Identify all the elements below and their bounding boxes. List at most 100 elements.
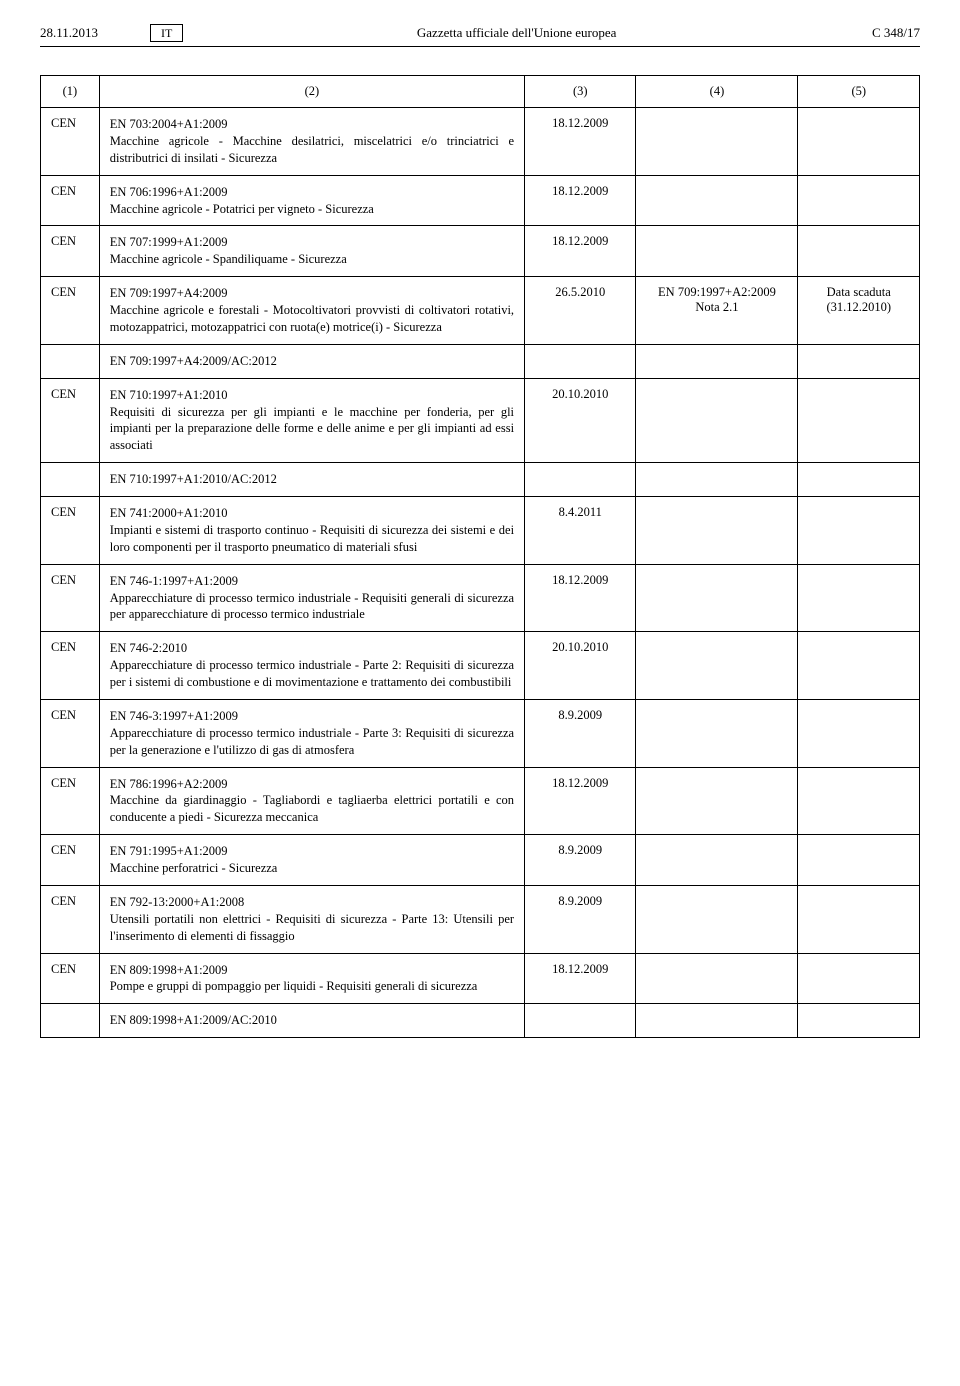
cell-c3: 20.10.2010 [525, 632, 636, 700]
standard-desc: Macchine agricole - Macchine desilatrici… [110, 133, 514, 167]
cell-org: CEN [41, 564, 100, 632]
cell-standard: EN 809:1998+A1:2009Pompe e gruppi di pom… [99, 953, 524, 1004]
cell-c3: 18.12.2009 [525, 108, 636, 176]
cell-org: CEN [41, 767, 100, 835]
standard-desc: Macchine perforatrici - Sicurezza [110, 860, 514, 877]
cell-org: CEN [41, 699, 100, 767]
table-sub-row: EN 709:1997+A4:2009/AC:2012 [41, 344, 920, 378]
cell-org: CEN [41, 835, 100, 886]
cell-org [41, 1004, 100, 1038]
standard-code: EN 706:1996+A1:2009 [110, 184, 514, 201]
cell-c3: 8.4.2011 [525, 497, 636, 565]
table-row: CEN EN 786:1996+A2:2009Macchine da giardi… [41, 767, 920, 835]
cell-org: CEN [41, 953, 100, 1004]
cell-standard: EN 746-2:2010Apparecchiature di processo… [99, 632, 524, 700]
cell-org: CEN [41, 175, 100, 226]
cell-org: CEN [41, 277, 100, 345]
table-row: CENEN 746-1:1997+A1:2009Apparecchiature … [41, 564, 920, 632]
cell-c4 [636, 108, 798, 176]
col-header-2: (2) [99, 76, 524, 108]
standard-code: EN 703:2004+A1:2009 [110, 116, 514, 133]
cell-standard: EN 709:1997+A4:2009/AC:2012 [99, 344, 524, 378]
table-row: CEN EN 706:1996+A1:2009Macchine agricole … [41, 175, 920, 226]
standard-code: EN 746-1:1997+A1:2009 [110, 573, 514, 590]
standard-code: EN 792-13:2000+A1:2008 [110, 894, 514, 911]
cell-c4 [636, 767, 798, 835]
table-row: CENEN 707:1999+A1:2009Macchine agricole … [41, 226, 920, 277]
cell-c5 [798, 767, 920, 835]
cell-c5 [798, 175, 920, 226]
table-row: CENEN 710:1997+A1:2010Requisiti di sicur… [41, 378, 920, 463]
table-sub-row: EN 710:1997+A1:2010/AC:2012 [41, 463, 920, 497]
standard-code: EN 709:1997+A4:2009 [110, 285, 514, 302]
cell-c4 [636, 1004, 798, 1038]
cell-c4 [636, 835, 798, 886]
cell-org: CEN [41, 226, 100, 277]
cell-c5 [798, 564, 920, 632]
standard-code: EN 809:1998+A1:2009 [110, 962, 514, 979]
cell-c4: EN 709:1997+A2:2009Nota 2.1 [636, 277, 798, 345]
cell-c3: 18.12.2009 [525, 226, 636, 277]
header-lang: IT [150, 24, 183, 42]
cell-c5 [798, 108, 920, 176]
cell-c4 [636, 699, 798, 767]
cell-standard: EN 809:1998+A1:2009/AC:2010 [99, 1004, 524, 1038]
cell-c3: 18.12.2009 [525, 953, 636, 1004]
standard-code: EN 786:1996+A2:2009 [110, 776, 514, 793]
page-header: 28.11.2013 IT Gazzetta ufficiale dell'Un… [40, 24, 920, 47]
cell-c3 [525, 463, 636, 497]
header-title: Gazzetta ufficiale dell'Unione europea [203, 25, 830, 41]
header-page: C 348/17 [830, 25, 920, 41]
cell-standard: EN 746-3:1997+A1:2009Apparecchiature di … [99, 699, 524, 767]
cell-standard: EN 792-13:2000+A1:2008Utensili portatili… [99, 885, 524, 953]
cell-c3 [525, 1004, 636, 1038]
cell-c3: 20.10.2010 [525, 378, 636, 463]
cell-c5 [798, 1004, 920, 1038]
cell-c5 [798, 885, 920, 953]
cell-c4 [636, 378, 798, 463]
cell-standard: EN 709:1997+A4:2009Macchine agricole e f… [99, 277, 524, 345]
cell-c3: 8.9.2009 [525, 699, 636, 767]
cell-c3: 8.9.2009 [525, 835, 636, 886]
standard-desc: Apparecchiature di processo termico indu… [110, 657, 514, 691]
table-header-row: (1) (2) (3) (4) (5) [41, 76, 920, 108]
standard-desc: Pompe e gruppi di pompaggio per liquidi … [110, 978, 514, 995]
cell-org: CEN [41, 885, 100, 953]
cell-org [41, 344, 100, 378]
standard-code: EN 707:1999+A1:2009 [110, 234, 514, 251]
cell-c5 [798, 344, 920, 378]
col-header-4: (4) [636, 76, 798, 108]
cell-standard: EN 741:2000+A1:2010Impianti e sistemi di… [99, 497, 524, 565]
cell-org: CEN [41, 632, 100, 700]
col-header-1: (1) [41, 76, 100, 108]
cell-c5 [798, 953, 920, 1004]
cell-c5 [798, 835, 920, 886]
cell-c5 [798, 226, 920, 277]
cell-standard: EN 703:2004+A1:2009Macchine agricole - M… [99, 108, 524, 176]
cell-c3: 18.12.2009 [525, 175, 636, 226]
standard-code: EN 710:1997+A1:2010 [110, 387, 514, 404]
standard-desc: Macchine da giardinaggio - Tagliabordi e… [110, 792, 514, 826]
cell-c3: 26.5.2010 [525, 277, 636, 345]
cell-c5: Data scaduta(31.12.2010) [798, 277, 920, 345]
table-row: CENEN 703:2004+A1:2009Macchine agricole … [41, 108, 920, 176]
col-header-5: (5) [798, 76, 920, 108]
standard-desc: Macchine agricole - Spandiliquame - Sicu… [110, 251, 514, 268]
table-row: CENEN 746-3:1997+A1:2009Apparecchiature … [41, 699, 920, 767]
cell-org: CEN [41, 108, 100, 176]
standard-desc: Impianti e sistemi di trasporto continuo… [110, 522, 514, 556]
standards-table: (1) (2) (3) (4) (5) CENEN 703:2004+A1:20… [40, 75, 920, 1038]
cell-c4 [636, 885, 798, 953]
cell-c4 [636, 497, 798, 565]
cell-standard: EN 791:1995+A1:2009Macchine perforatrici… [99, 835, 524, 886]
cell-org [41, 463, 100, 497]
cell-standard: EN 707:1999+A1:2009Macchine agricole - S… [99, 226, 524, 277]
table-row: CENEN 741:2000+A1:2010Impianti e sistemi… [41, 497, 920, 565]
standard-code: EN 791:1995+A1:2009 [110, 843, 514, 860]
standard-desc: Macchine agricole - Potatrici per vignet… [110, 201, 514, 218]
cell-c4 [636, 226, 798, 277]
table-row: CENEN 809:1998+A1:2009Pompe e gruppi di … [41, 953, 920, 1004]
table-row: CENEN 709:1997+A4:2009Macchine agricole … [41, 277, 920, 345]
cell-c5 [798, 497, 920, 565]
cell-org: CEN [41, 378, 100, 463]
